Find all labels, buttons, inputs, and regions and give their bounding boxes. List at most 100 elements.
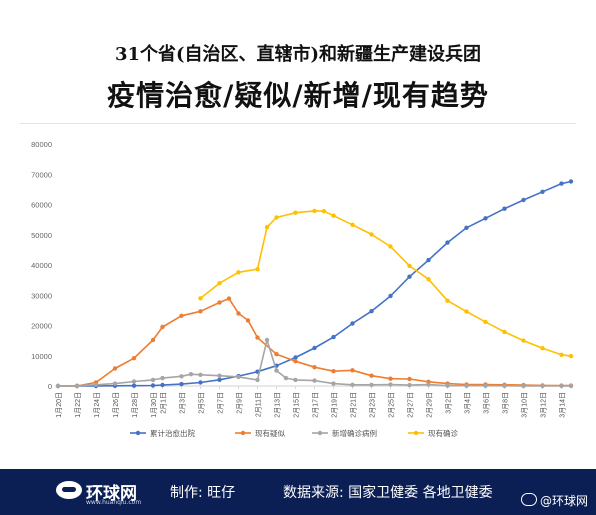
- data-point: [312, 365, 317, 370]
- data-point: [217, 300, 222, 305]
- data-point: [112, 366, 118, 371]
- data-point: [293, 210, 298, 215]
- data-point: [160, 382, 165, 388]
- y-tick-label: 10000: [31, 352, 52, 361]
- data-point: [312, 378, 317, 383]
- logo-domain: www.huanqiu.com: [86, 499, 142, 506]
- x-tick-label: 2月1日: [160, 392, 168, 414]
- line-chart: 0 10000 20000 30000 40000 50000 60000 70000 8000…: [31, 140, 574, 438]
- x-tick-label: 1月28日: [131, 392, 139, 418]
- x-tick-label: 2月19日: [331, 392, 339, 418]
- data-point: [426, 382, 431, 387]
- data-point: [312, 208, 317, 214]
- data-point: [559, 181, 564, 186]
- data-point: [217, 377, 222, 382]
- series-line: [58, 297, 571, 387]
- x-tick-label: 3月6日: [483, 392, 491, 414]
- data-point: [502, 383, 507, 388]
- data-point: [407, 376, 412, 382]
- data-point: [540, 383, 545, 389]
- data-point: [226, 296, 232, 301]
- data-point: [264, 337, 270, 343]
- data-point: [369, 232, 374, 237]
- data-point: [255, 377, 260, 383]
- data-point: [445, 298, 450, 303]
- data-point: [407, 274, 412, 279]
- data-point: [350, 222, 355, 227]
- data-point: [198, 309, 203, 314]
- data-point: [445, 240, 450, 245]
- x-tick-label: 1月30日: [150, 392, 158, 418]
- x-tick-label: 2月3日: [179, 392, 187, 414]
- data-point: [131, 356, 137, 361]
- data-point: [283, 375, 289, 381]
- chart-panel: 0 10000 20000 30000 40000 50000 60000 70000 8000…: [20, 123, 576, 451]
- watermark-text: @环球网: [539, 494, 588, 508]
- y-tick-label: 40000: [31, 261, 52, 270]
- data-point: [540, 346, 545, 351]
- data-point: [112, 381, 118, 386]
- data-point: [502, 329, 507, 335]
- data-point: [93, 382, 99, 387]
- x-tick-label: 2月5日: [198, 392, 206, 414]
- data-point: [464, 309, 469, 314]
- data-point: [521, 383, 526, 389]
- data-point: [236, 311, 241, 316]
- data-point: [568, 383, 574, 389]
- x-tick-label: 2月23日: [369, 392, 377, 418]
- x-tick-label: 3月8日: [502, 392, 510, 414]
- data-point: [236, 374, 241, 380]
- data-point: [483, 319, 488, 325]
- data-point: [293, 377, 298, 383]
- x-tick-label: 2月27日: [407, 392, 415, 418]
- chart-title-line1: 31个省(自治区、直辖市)和新疆生产建设兵团: [114, 44, 482, 65]
- data-point: [388, 382, 393, 387]
- data-point: [331, 213, 336, 218]
- legend-swatch-marker: [135, 430, 141, 436]
- x-tick-label: 2月25日: [388, 392, 396, 418]
- legend-swatch-marker: [413, 430, 419, 436]
- data-point: [312, 345, 317, 351]
- weibo-watermark: @环球网: [520, 492, 588, 509]
- x-tick-label: 2月15日: [293, 392, 301, 418]
- data-point: [483, 216, 488, 221]
- footer-banner: 环球网 www.huanqiu.com 制作: 旺仔 数据来源: 国家卫健委 各…: [0, 469, 596, 515]
- data-point: [160, 375, 165, 381]
- data-point: [369, 373, 374, 378]
- data-point: [131, 379, 137, 384]
- data-point: [274, 352, 279, 357]
- data-point: [55, 383, 61, 389]
- data-point: [568, 179, 574, 184]
- x-tick-label: 1月24日: [93, 392, 101, 418]
- legend-label: 现有疑似: [255, 428, 285, 438]
- data-point: [369, 309, 374, 314]
- legend-label: 现有确诊: [428, 428, 458, 438]
- data-point: [150, 383, 156, 388]
- x-tick-label: 2月11日: [255, 392, 263, 417]
- x-tick-label: 3月4日: [464, 392, 472, 414]
- y-tick-label: 30000: [31, 291, 52, 300]
- source-text: 数据来源: 国家卫健委 各地卫健委: [283, 485, 493, 501]
- data-point: [274, 215, 279, 220]
- data-point: [426, 277, 431, 282]
- data-point: [464, 383, 469, 388]
- credit-text: 制作: 旺仔: [170, 485, 236, 501]
- data-point: [245, 318, 251, 323]
- data-point: [179, 374, 184, 379]
- x-tick-label: 2月29日: [426, 392, 434, 418]
- data-point: [255, 267, 260, 272]
- data-point: [350, 321, 355, 326]
- legend-swatch-marker: [317, 430, 323, 436]
- x-tick-label: 3月2日: [445, 392, 453, 414]
- legend-swatch-marker: [240, 430, 246, 436]
- data-point: [445, 383, 450, 388]
- data-point: [131, 383, 137, 388]
- legend-label: 累计治愈出院: [150, 428, 195, 438]
- data-point: [217, 281, 222, 286]
- data-point: [464, 225, 469, 230]
- x-tick-label: 2月7日: [217, 392, 225, 414]
- data-point: [350, 368, 355, 373]
- data-point: [331, 334, 336, 340]
- y-tick-label: 50000: [31, 231, 52, 240]
- data-point: [293, 359, 298, 364]
